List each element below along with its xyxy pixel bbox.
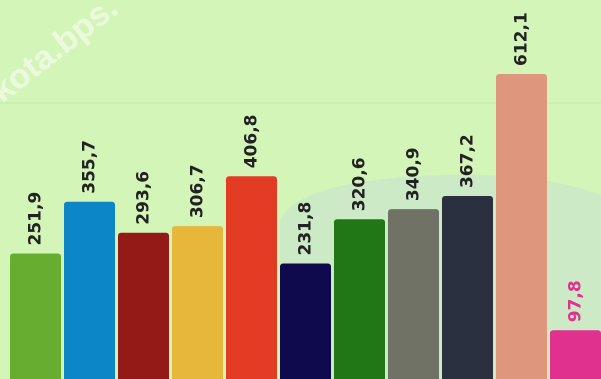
value-label-9: 367,2: [458, 134, 478, 188]
value-label-4: 306,7: [188, 164, 208, 218]
value-label-3: 293,6: [134, 171, 154, 225]
bar-6: [280, 263, 331, 379]
value-label-8: 340,9: [404, 147, 424, 201]
value-label-10: 612,1: [512, 12, 532, 66]
bar-11: [550, 330, 601, 379]
value-labels-group: 251,9 355,7 293,6 306,7 406,8 231,8 320,6 340,9…: [26, 12, 586, 322]
value-label-2: 355,7: [80, 140, 100, 194]
value-label-7: 320,6: [350, 157, 370, 211]
bar-2: [64, 201, 115, 379]
bar-9: [442, 196, 493, 379]
bar-1: [10, 253, 61, 379]
bar-4: [172, 226, 223, 379]
bar-3: [118, 232, 169, 379]
value-label-6: 231,8: [296, 202, 316, 256]
bar-8: [388, 209, 439, 379]
bars-group: [10, 74, 601, 379]
bar-7: [334, 219, 385, 379]
bar-5: [226, 176, 277, 379]
value-label-5: 406,8: [242, 115, 262, 169]
value-label-11: 97,8: [566, 280, 586, 322]
value-label-1: 251,9: [26, 192, 46, 246]
bar-10: [496, 74, 547, 379]
